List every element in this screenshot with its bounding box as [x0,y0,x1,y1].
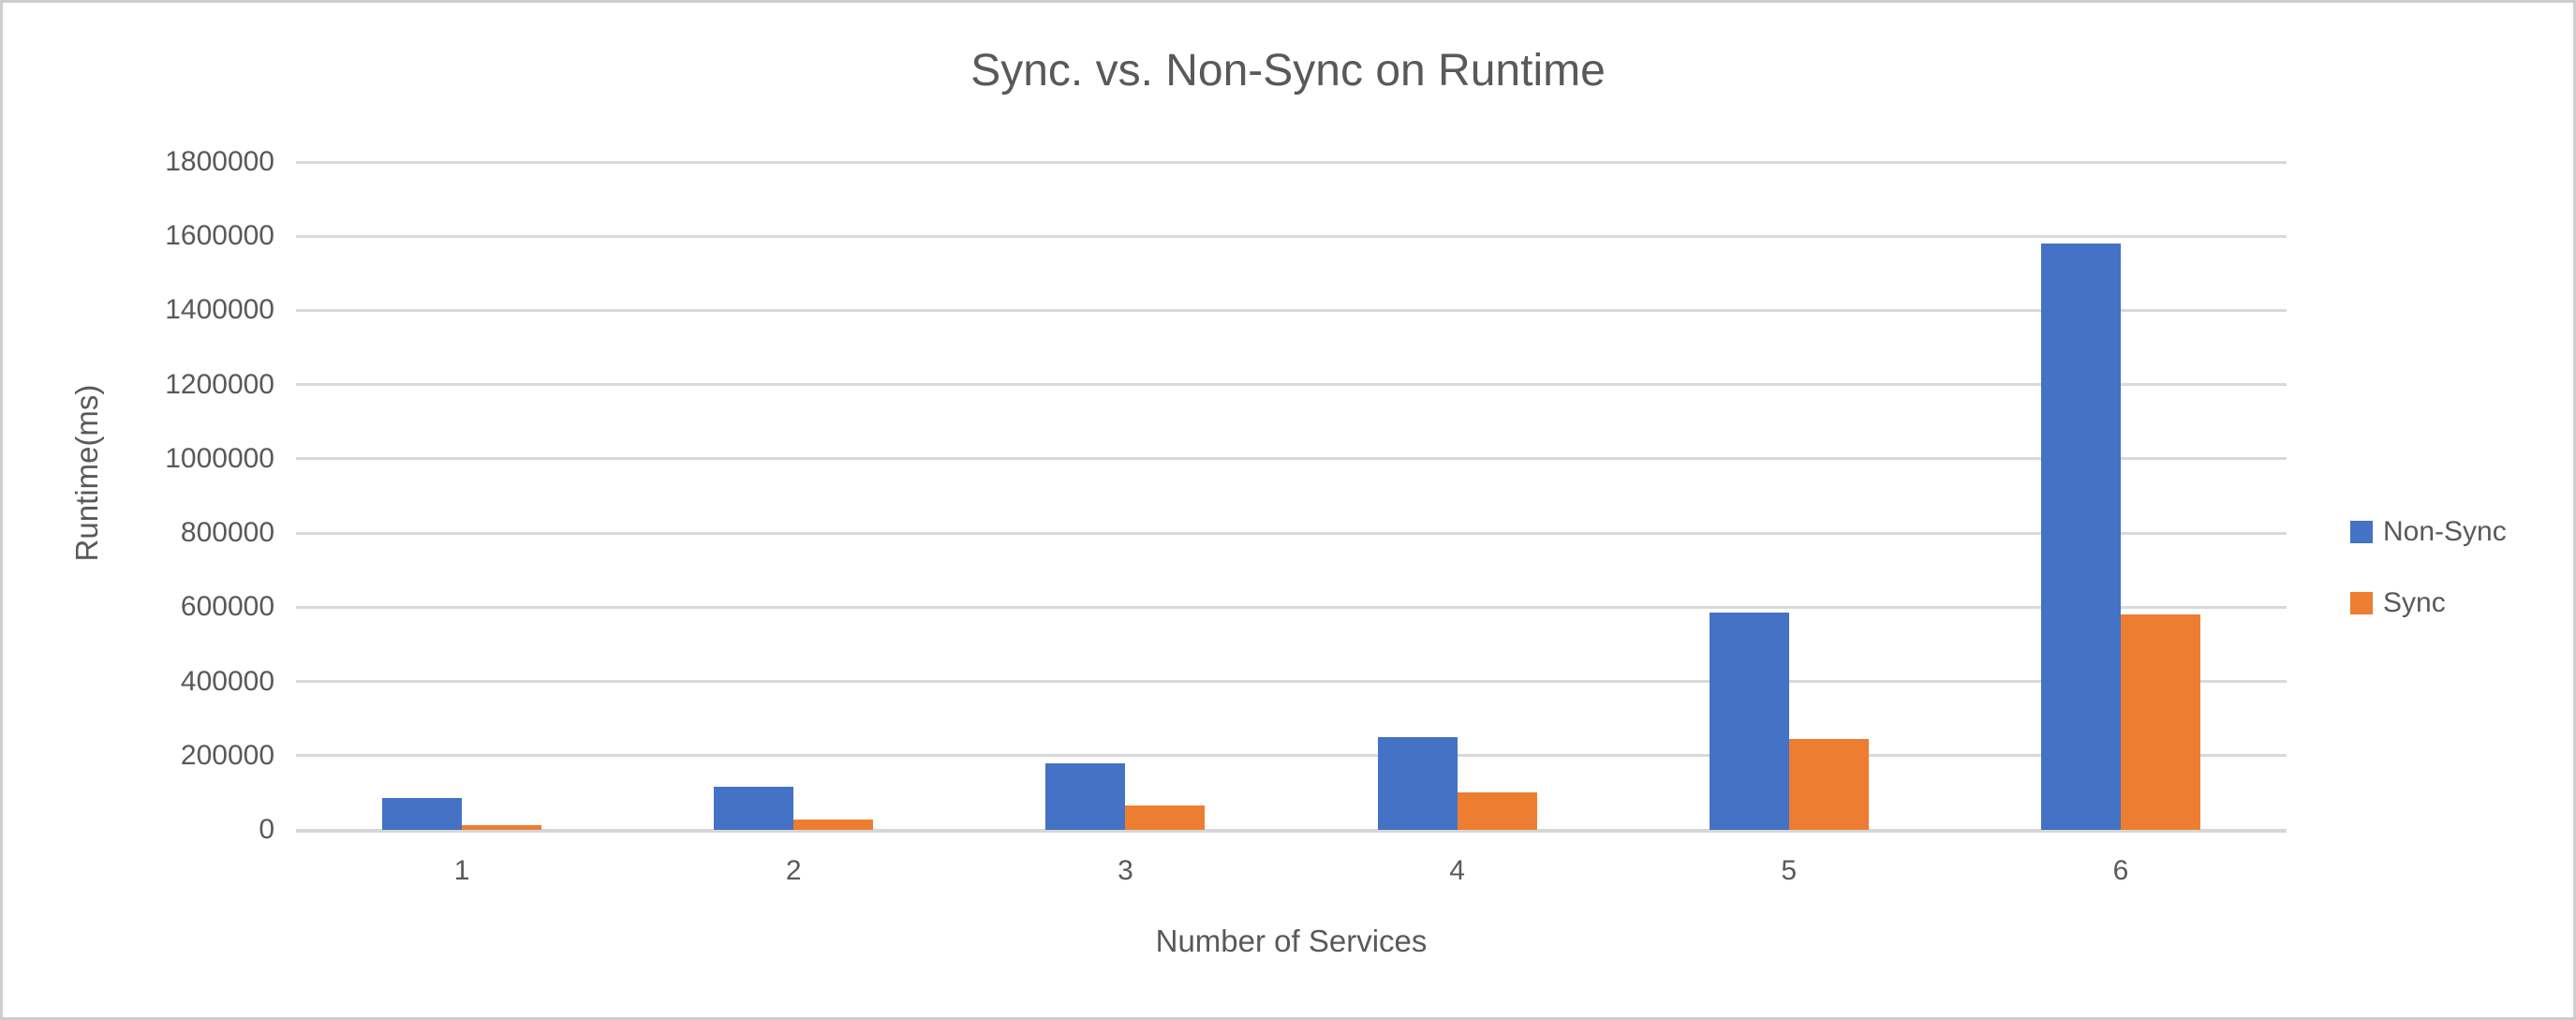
bar-non-sync-6 [2040,244,2121,830]
legend-swatch-icon [2350,521,2373,543]
gridline [296,308,2287,312]
bar-sync-4 [1457,792,1537,830]
legend-label: Non-Sync [2383,516,2507,547]
bar-group-2 [628,162,959,830]
y-tick-label: 0 [259,814,274,845]
bar-group-5 [1623,162,1955,830]
chart-title: Sync. vs. Non-Sync on Runtime [970,46,1606,96]
bar-group-4 [1292,162,1623,830]
bar-non-sync-5 [1709,613,1789,830]
bar-sync-6 [2120,614,2200,830]
y-tick-label: 600000 [180,591,274,623]
x-axis-title: Number of Services [1155,924,1428,958]
x-axis-line [296,829,2287,833]
x-tick-label-6: 6 [2112,855,2129,886]
legend-item-non-sync: Non-Sync [2350,516,2507,548]
legend-item-sync: Sync [2350,587,2446,619]
bar-group-3 [959,162,1291,830]
x-tick-label-5: 5 [1781,855,1798,886]
y-tick-label: 1200000 [165,368,274,400]
bar-sync-3 [1125,806,1206,830]
x-tick-label-4: 4 [1449,855,1465,886]
gridline [296,531,2287,535]
y-tick-label: 1400000 [165,294,274,326]
bar-non-sync-1 [382,798,463,830]
y-tick-label: 400000 [180,665,274,697]
x-axis-labels: 1 2 3 4 5 6 [296,855,2287,887]
bar-non-sync-3 [1045,762,1126,830]
bar-group-6 [1955,162,2287,830]
bar-groups [296,162,2287,830]
y-tick-label: 800000 [180,517,274,549]
x-tick-label-3: 3 [1118,855,1133,886]
bar-sync-1 [462,824,542,830]
gridline [296,457,2287,461]
gridline [296,234,2287,238]
bar-group-1 [296,162,628,830]
legend-label: Sync [2383,587,2446,618]
plot-area [296,160,2287,833]
y-tick-label: 1800000 [165,146,274,177]
y-tick-label: 1600000 [165,220,274,252]
bar-non-sync-4 [1377,736,1458,830]
gridline [296,605,2287,609]
y-tick-label: 1000000 [165,442,274,474]
gridline [296,383,2287,387]
bar-non-sync-2 [714,787,794,830]
gridline [296,160,2287,164]
gridline [296,754,2287,758]
legend-swatch-icon [2350,592,2373,614]
x-tick-label-2: 2 [785,855,802,886]
y-tick-label: 200000 [180,739,274,771]
bar-sync-5 [1788,738,1869,830]
x-tick-label-1: 1 [453,855,470,886]
gridline [296,680,2287,684]
bar-sync-2 [793,819,874,830]
